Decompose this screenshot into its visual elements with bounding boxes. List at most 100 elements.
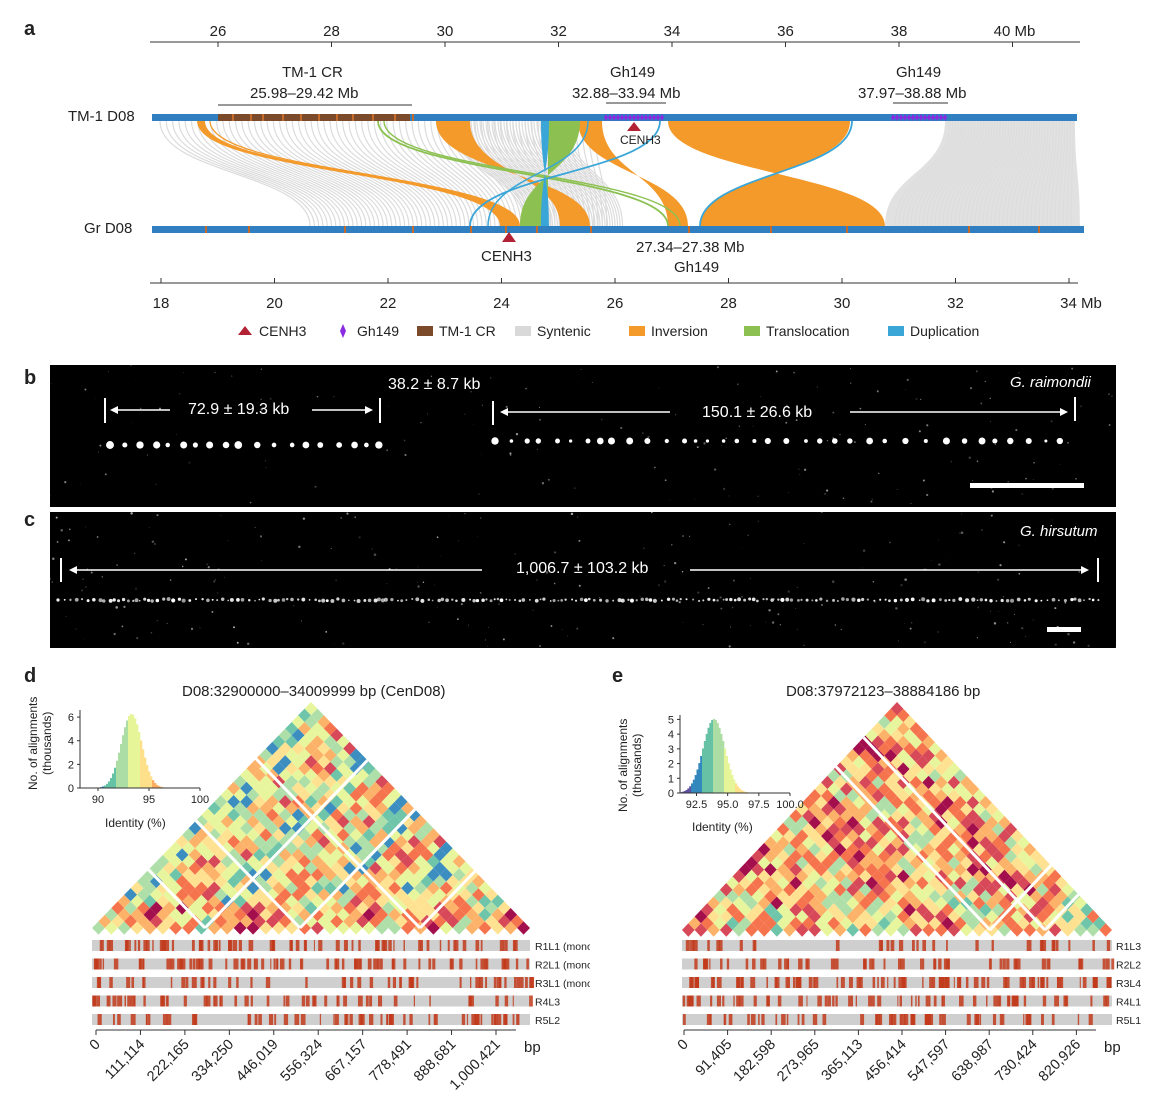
legend-gh149-icon [340, 324, 346, 338]
hist-xtick-label: 100.0 [776, 799, 804, 811]
d-identity-histogram: 0 2 4 6 90 95 100 [68, 706, 209, 806]
b-measure-3: 150.1 ± 26.6 kb [702, 404, 813, 421]
bp-tick-label: 667,157 [322, 1037, 370, 1085]
repeat-track [682, 977, 1112, 988]
legend-swatch [888, 326, 904, 336]
hist-ytick-label: 4 [668, 729, 674, 741]
hist-xtick-label: 95 [143, 794, 155, 806]
hist-xtick-label: 100 [191, 794, 209, 806]
bp-tick-label: 730,424 [992, 1037, 1040, 1085]
gr-d08-chromosome [152, 226, 1084, 233]
hist-xtick-label: 92.5 [686, 799, 707, 811]
d-identity-heatmap [92, 702, 530, 935]
legend-label: Duplication [910, 323, 979, 339]
hist-ytick-label: 0 [68, 783, 74, 795]
hist-ytick-label: 1 [668, 773, 674, 785]
e-hist-ylabel: No. of alignments (thousands) [616, 719, 644, 812]
gr-gh149-range: 27.34–27.38 Mb [636, 239, 745, 256]
panel-c-micrograph: 1,006.7 ± 103.2 kb G. hirsutum [50, 512, 1116, 648]
panel-c-label: c [24, 509, 36, 531]
repeat-track-label: R1L1 (monomic expansion) [535, 941, 590, 953]
bp-tick-label: 638,987 [949, 1037, 997, 1085]
repeat-track-label: R2L2 [1116, 960, 1141, 972]
legend-cenh3-icon [238, 326, 252, 335]
c-species-label: G. hirsutum [1020, 523, 1098, 540]
bp-tick-label: 778,491 [367, 1037, 415, 1085]
bottom-tick-label: 30 [834, 295, 851, 312]
gr-d08-label: Gr D08 [84, 220, 133, 237]
cenh3-bottom-icon [502, 232, 516, 242]
e-repeat-tracks: R1L3 R2L2 R3L4 R4L1 R5L1 [682, 940, 1141, 1027]
d-hist-ylabel-line2: (thousands) [40, 711, 54, 775]
bp-tick-label: 111,114 [102, 1037, 148, 1083]
repeat-track-label: R5L1 [1116, 1015, 1141, 1027]
repeat-track [92, 995, 530, 1007]
e-bp-axis: 0 91,405182,598273,965365,113456,414547,5… [675, 1029, 1121, 1085]
repeat-track [92, 958, 530, 970]
panel-a-legend: CENH3 Gh149 TM-1 CR Syntenic Inversion Transl… [238, 323, 979, 339]
panel-e-title: D08:37972123–38884186 bp [786, 683, 981, 700]
panel-d-label: d [24, 665, 37, 687]
repeat-track-label: R2L1 (monomic expansion) [535, 960, 590, 972]
tm1-cr-range: 25.98–29.42 Mb [250, 85, 359, 102]
top-tick-label: 38 [891, 23, 908, 40]
repeat-track [92, 940, 530, 951]
hist-ytick-label: 6 [68, 712, 74, 724]
bp-unit-label: bp [524, 1039, 541, 1056]
gh149-marks [604, 114, 947, 121]
top-tick-label: 34 [664, 23, 681, 40]
bottom-tick-label: 20 [266, 295, 283, 312]
top-tick-label: 32 [550, 23, 567, 40]
repeat-track-label: R3L1 (monomic expansion) [535, 978, 590, 990]
repeat-track-label: R4L1 [1116, 997, 1141, 1009]
repeat-track [92, 977, 530, 988]
bottom-tick-label: 18 [153, 295, 170, 312]
legend-label: Gh149 [357, 323, 399, 339]
tm1-d08-label: TM-1 D08 [68, 108, 135, 125]
gh149a-range: 32.88–33.94 Mb [572, 85, 681, 102]
tm1-cr-title: TM-1 CR [282, 64, 343, 81]
top-tick-label: 36 [777, 23, 794, 40]
repeat-track [682, 995, 1112, 1007]
gh149b-title: Gh149 [896, 64, 942, 81]
legend-swatch [744, 326, 760, 336]
top-tick-label: 28 [323, 23, 340, 40]
bottom-tick-label: 22 [380, 295, 397, 312]
bp-tick-label: 182,598 [731, 1037, 779, 1085]
hist-ytick-label: 0 [668, 788, 674, 800]
bp-tick-label: 0 [87, 1037, 104, 1054]
repeat-track-label: R5L2 [535, 1015, 560, 1027]
panel-e-figure: 0 1 2 3 4 5 92.5 95.0 97.5 100.0 R1L3 R2L2 R3L4 R4L1… [668, 702, 1141, 1085]
tm1-cr-region [218, 114, 410, 121]
bp-tick-label: 222,165 [144, 1037, 192, 1085]
bp-tick-label: 91,405 [693, 1037, 736, 1080]
bottom-tick-label: 24 [493, 295, 510, 312]
b-scale-bar [970, 483, 1084, 488]
bp-tick-label: 456,414 [861, 1037, 909, 1085]
d-bp-axis: 0111,114222,165334,250446,019556,324667,… [87, 1029, 541, 1093]
panel-b-micrograph: 72.9 ± 19.3 kb 38.2 ± 8.7 kb 150.1 ± 26.… [50, 365, 1116, 507]
hist-xtick-label: 97.5 [748, 799, 769, 811]
bp-tick-label: 0 [675, 1037, 692, 1054]
panel-b-fiber [50, 365, 1113, 504]
top-tick-label: 30 [437, 23, 454, 40]
hist-xtick-label: 95.0 [717, 799, 738, 811]
legend-swatch [417, 326, 433, 336]
c-measure-1: 1,006.7 ± 103.2 kb [516, 560, 649, 577]
b-measure-1: 72.9 ± 19.3 kb [188, 401, 290, 418]
legend-label: Translocation [766, 323, 850, 339]
c-scale-bar [1047, 627, 1081, 632]
cenh3-top-label: CENH3 [620, 133, 661, 147]
legend-label: CENH3 [259, 323, 307, 339]
repeat-track [682, 1014, 1112, 1025]
bottom-tick-label: 34 Mb [1060, 295, 1102, 312]
bp-tick-label: 273,965 [774, 1037, 822, 1085]
repeat-track [92, 1014, 530, 1025]
legend-label: Inversion [651, 323, 708, 339]
bp-tick-label: 556,324 [278, 1037, 326, 1085]
bottom-tick-label: 32 [947, 295, 964, 312]
hist-ytick-label: 2 [68, 759, 74, 771]
bp-tick-label: 365,113 [819, 1037, 867, 1085]
legend-label: Syntenic [537, 323, 591, 339]
repeat-track [682, 940, 1112, 951]
